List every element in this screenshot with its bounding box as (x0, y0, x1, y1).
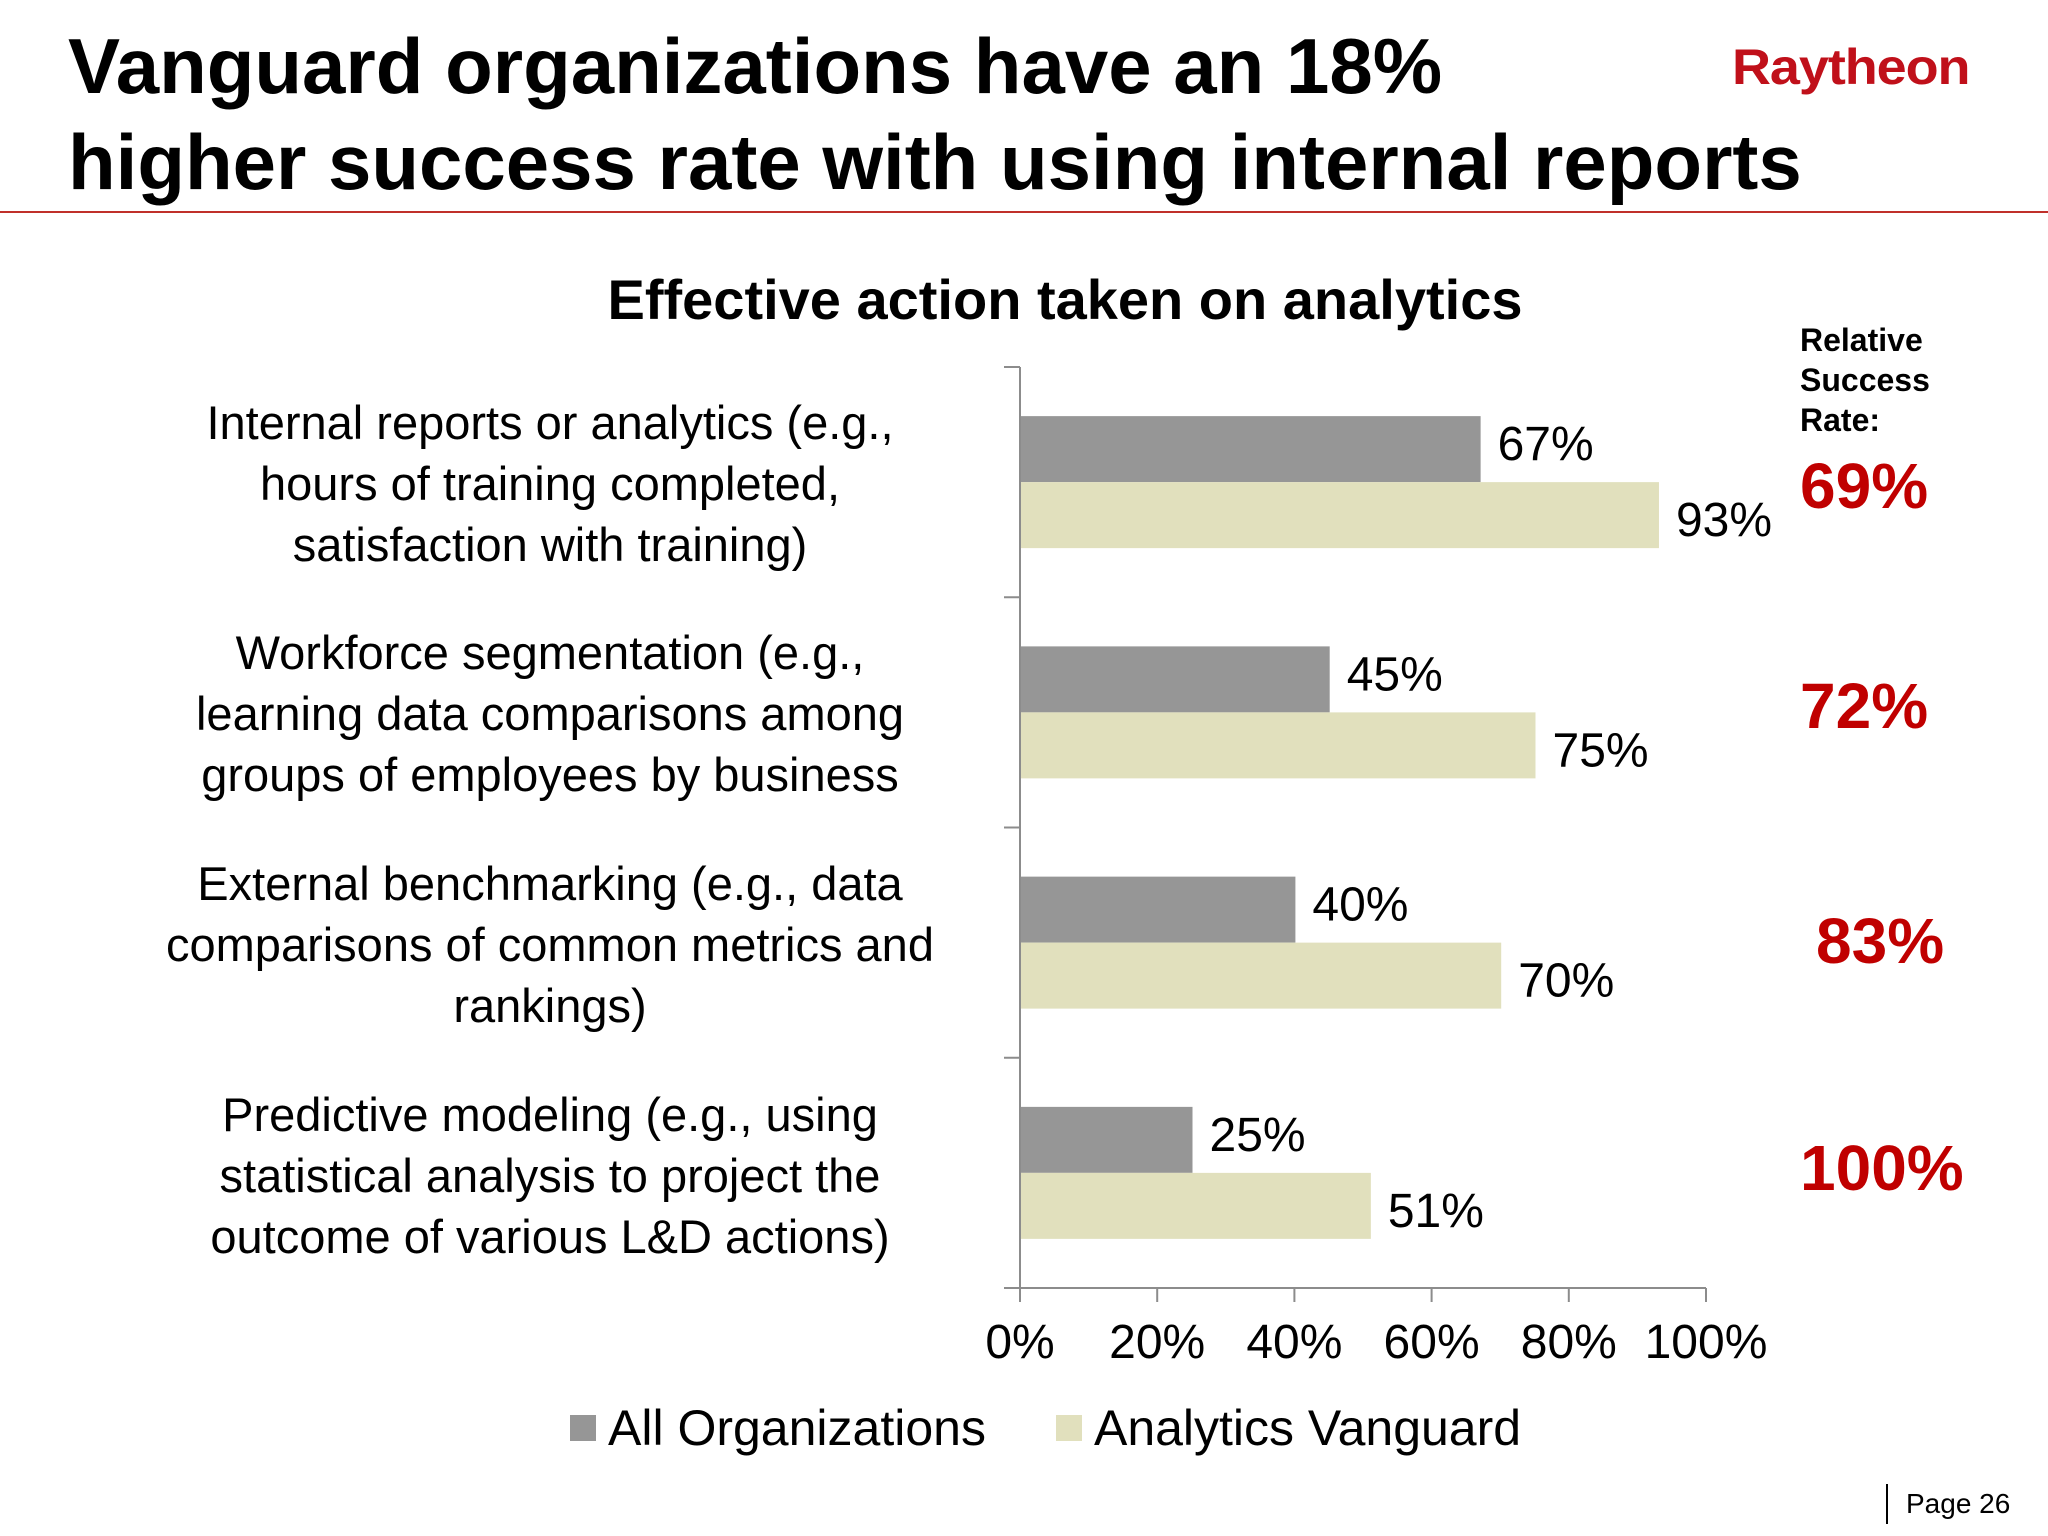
x-tick-label: 80% (1521, 1316, 1617, 1369)
bar-all-organizations (1021, 876, 1296, 943)
relative-rate-internal-reports: 69% (1800, 450, 1929, 522)
data-label: 67% (1498, 418, 1594, 471)
chart-legend: All Organizations Analytics Vanguard (570, 1398, 1591, 1458)
bar-all-organizations (1021, 1106, 1193, 1173)
legend-label: All Organizations (608, 1400, 986, 1456)
x-tick-label: 100% (1645, 1316, 1768, 1369)
data-label: 75% (1553, 724, 1649, 777)
category-label-internal-reports: Internal reports or analytics (e.g., hou… (120, 392, 980, 575)
bar-analytics-vanguard (1021, 482, 1659, 549)
relative-rate-external-benchmarking: 83% (1816, 905, 1945, 977)
legend-item-analytics-vanguard: Analytics Vanguard (1055, 1399, 1522, 1457)
bar-all-organizations (1021, 416, 1481, 483)
data-label: 25% (1210, 1109, 1306, 1162)
data-label: 40% (1312, 879, 1408, 932)
category-label-external-benchmarking: External benchmarking (e.g., data compar… (120, 853, 980, 1036)
category-label-line: groups of employees by business (201, 748, 899, 801)
category-label-line: outcome of various L&D actions) (210, 1210, 890, 1263)
category-label-line: rankings) (453, 979, 647, 1032)
category-label-line: Predictive modeling (e.g., using (222, 1088, 878, 1141)
category-label-line: Workforce segmentation (e.g., (235, 626, 865, 679)
relative-header-line: Rate: (1800, 402, 1881, 438)
page-number: Page 26 (1886, 1484, 2010, 1524)
bar-analytics-vanguard (1021, 1172, 1371, 1239)
legend-swatch-analytics-vanguard (1055, 1415, 1082, 1441)
category-label-line: Internal reports or analytics (e.g., (206, 396, 894, 449)
category-label-workforce-segmentation: Workforce segmentation (e.g., learning d… (120, 622, 980, 805)
chart-title: Effective action taken on analytics (607, 268, 1523, 331)
relative-rate-workforce-segmentation: 72% (1800, 670, 1929, 742)
category-label-line: External benchmarking (e.g., data (197, 857, 903, 910)
x-tick-label: 40% (1246, 1316, 1342, 1369)
raytheon-logo: Raytheon (1732, 39, 1970, 95)
category-label-predictive-modeling: Predictive modeling (e.g., using statist… (120, 1084, 980, 1267)
relative-rate-predictive-modeling: 100% (1800, 1132, 1964, 1204)
data-label: 45% (1347, 648, 1443, 701)
x-tick-label: 20% (1109, 1316, 1205, 1369)
data-label: 70% (1518, 955, 1614, 1008)
data-label: 51% (1388, 1185, 1484, 1238)
data-label: 93% (1676, 494, 1772, 547)
x-tick-label: 60% (1384, 1316, 1480, 1369)
title-divider (0, 211, 2048, 213)
title-line-2: higher success rate with using internal … (68, 118, 1802, 206)
bar-analytics-vanguard (1021, 942, 1502, 1009)
legend-label: Analytics Vanguard (1093, 1400, 1522, 1456)
relative-header-line: Relative (1800, 322, 1923, 358)
category-label-line: satisfaction with training) (292, 518, 808, 571)
legend-item-all-organizations: All Organizations (570, 1399, 986, 1457)
legend-swatch-all-organizations (570, 1415, 596, 1441)
title-line-1: Vanguard organizations have an 18% (68, 22, 1443, 110)
relative-success-rate-header: Relative Success Rate: (1800, 320, 1930, 440)
bar-all-organizations (1021, 646, 1330, 713)
category-label-line: hours of training completed, (260, 457, 840, 510)
category-label-line: comparisons of common metrics and (166, 918, 934, 971)
x-tick-label: 0% (985, 1316, 1054, 1369)
category-label-line: learning data comparisons among (195, 687, 905, 740)
bar-analytics-vanguard (1021, 712, 1536, 779)
relative-header-line: Success (1800, 362, 1930, 398)
slide-title: Vanguard organizations have an 18% highe… (68, 18, 1802, 210)
category-label-line: statistical analysis to project the (219, 1149, 881, 1202)
